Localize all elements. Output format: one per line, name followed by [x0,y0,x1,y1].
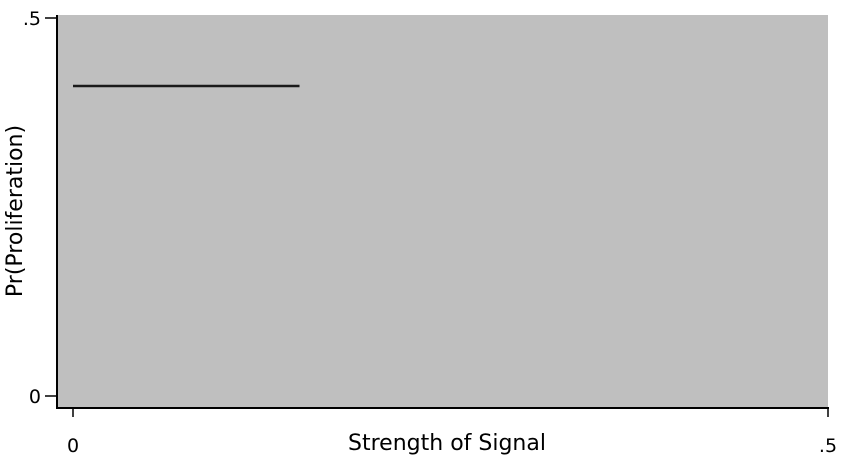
y-ticks: 0.5 [23,8,57,408]
y-tick-label-0: 0 [29,386,41,408]
plot-area [57,15,828,407]
x-ticks: 0.5 [67,408,837,457]
y-axis-label: Pr(Proliferation) [3,125,28,297]
x-tick-label-0: 0 [67,435,79,457]
x-axis-label: Strength of Signal [348,431,546,456]
y-tick-label-1: .5 [23,8,41,30]
x-tick-label-1: .5 [819,435,837,457]
